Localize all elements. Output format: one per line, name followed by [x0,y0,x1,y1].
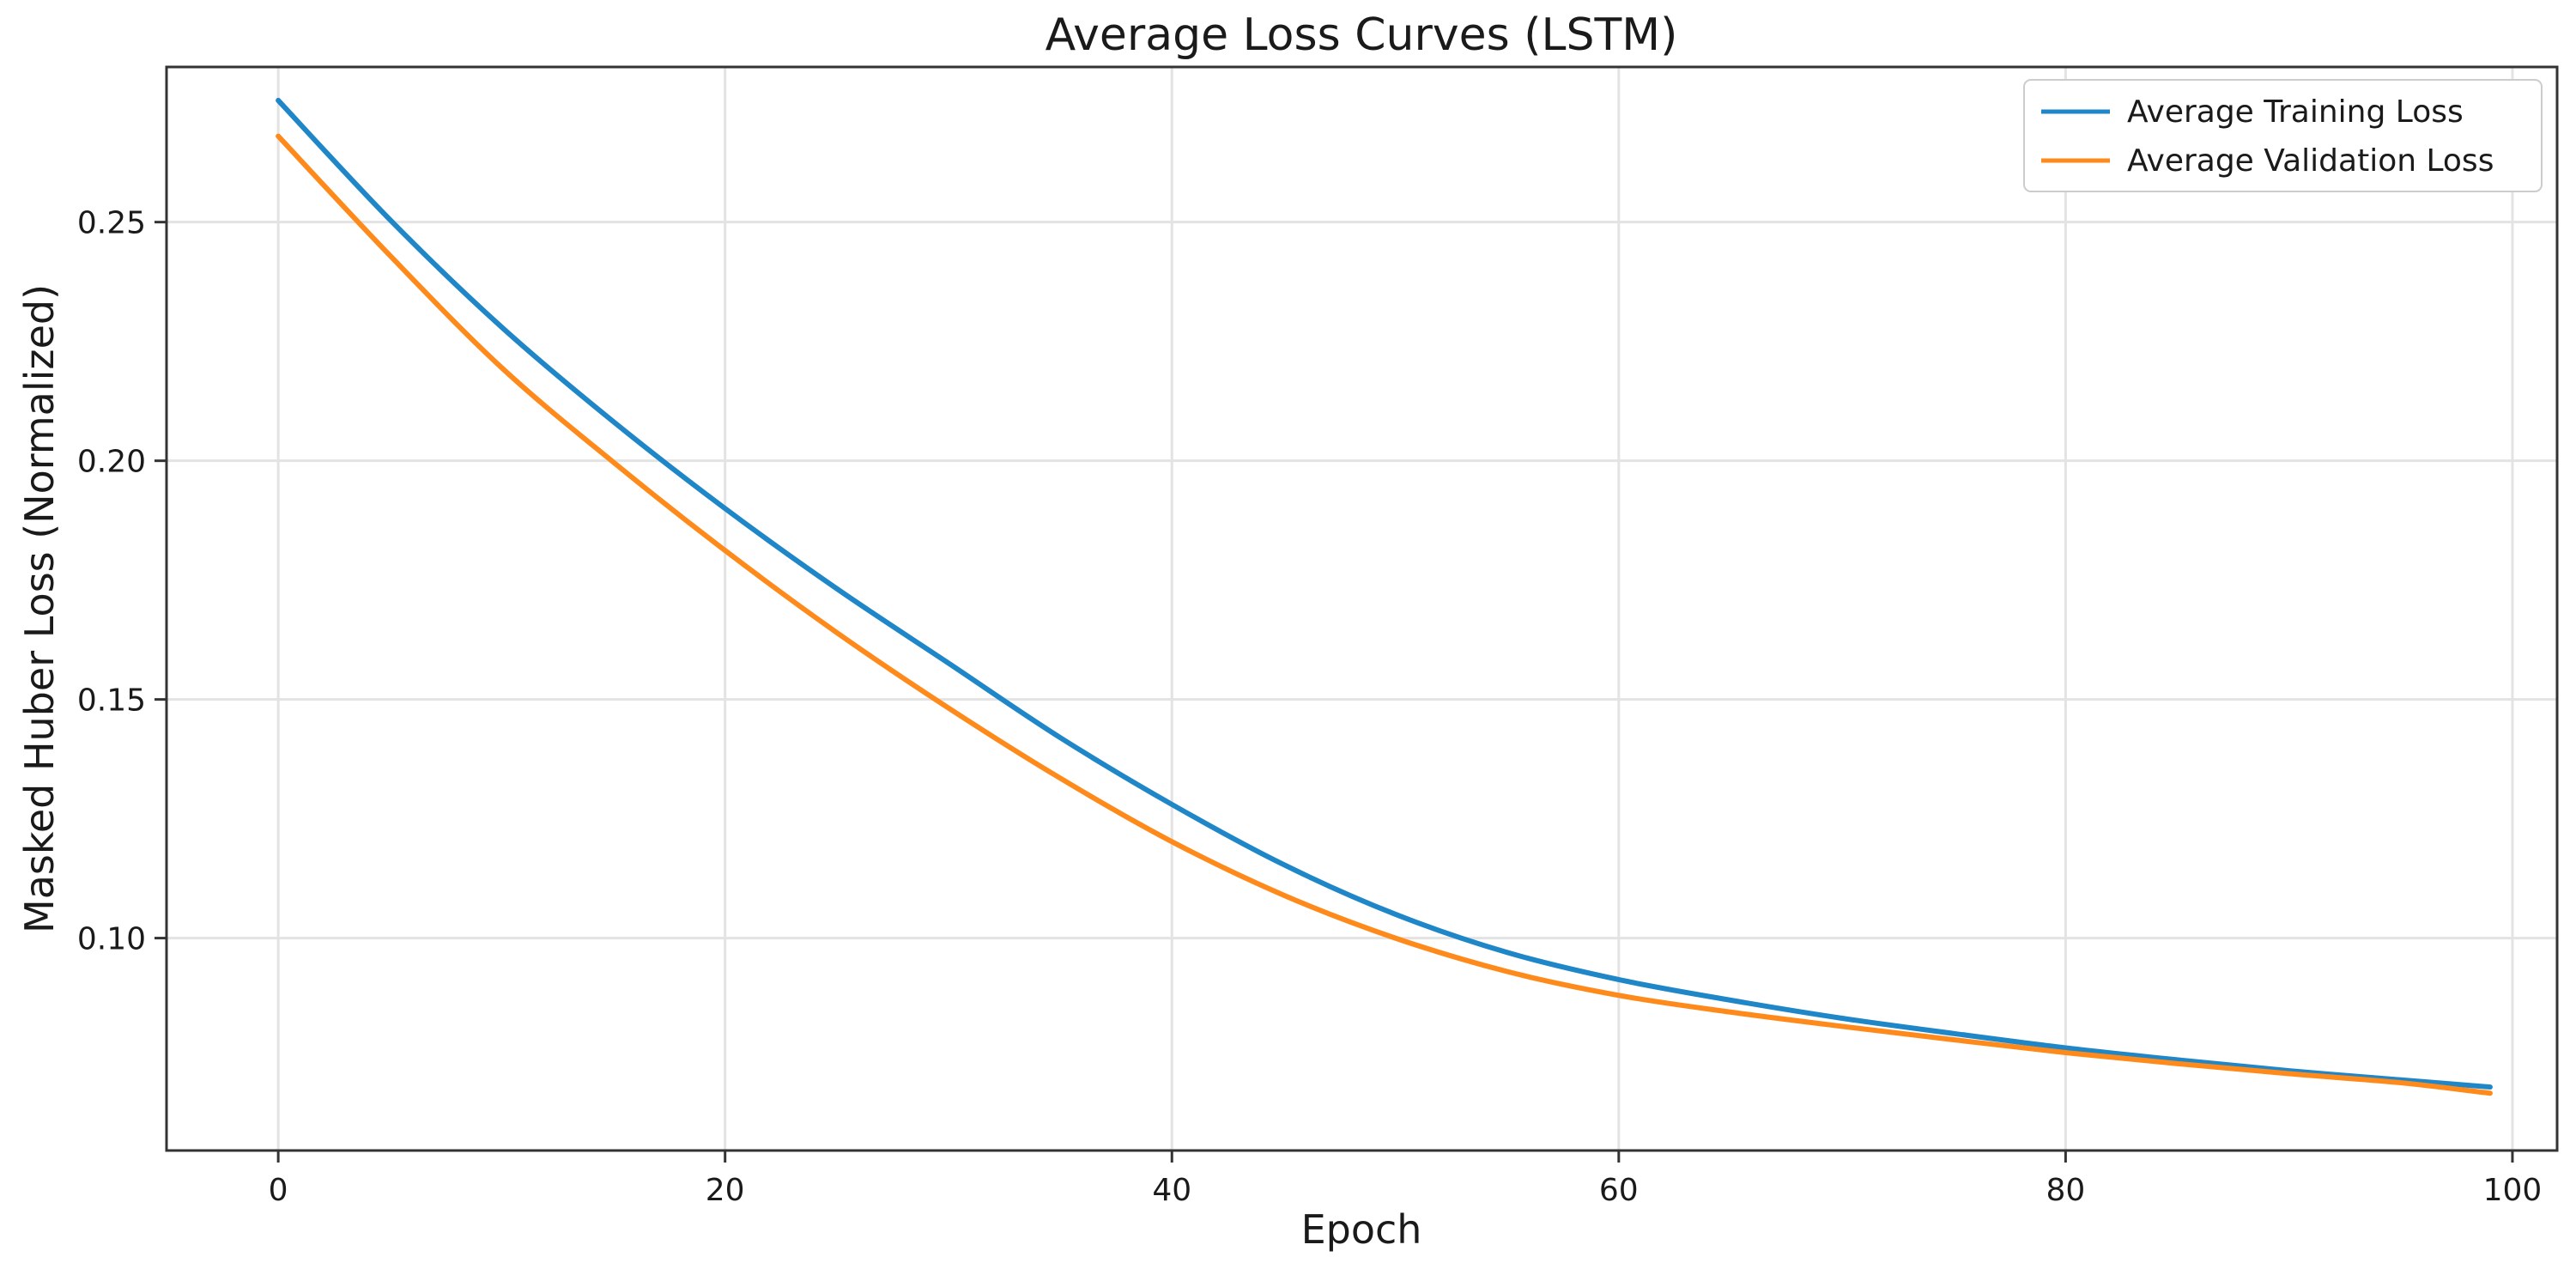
legend-label-training: Average Training Loss [2127,94,2464,130]
y-tick-label: 0.20 [77,445,146,480]
legend: Average Training Loss Average Validation… [2023,79,2543,192]
y-tick-label: 0.25 [77,206,146,241]
x-axis-label: Epoch [1301,1206,1422,1253]
training-loss-line [276,97,2493,1090]
y-axis-label: Masked Huber Loss (Normalized) [16,284,63,933]
y-tick-label: 0.15 [77,683,146,719]
x-tick-label: 20 [706,1173,745,1208]
legend-label-validation: Average Validation Loss [2127,143,2494,179]
axis-ticks: 0 20 40 60 80 100 0.10 0.15 0.20 0.25 [77,206,2542,1208]
x-tick-label: 40 [1152,1173,1191,1208]
chart-title: Average Loss Curves (LSTM) [1046,9,1678,61]
legend-frame [2023,79,2543,192]
plot-frame [165,65,2559,1152]
x-tick-label: 0 [269,1173,288,1208]
grid-lines [167,67,2557,1151]
x-tick-label: 80 [2046,1173,2085,1208]
validation-loss-line [276,133,2493,1096]
y-tick-label: 0.10 [77,922,146,957]
series-lines [276,97,2493,1096]
x-tick-label: 100 [2483,1173,2543,1208]
x-tick-label: 60 [1599,1173,1639,1208]
